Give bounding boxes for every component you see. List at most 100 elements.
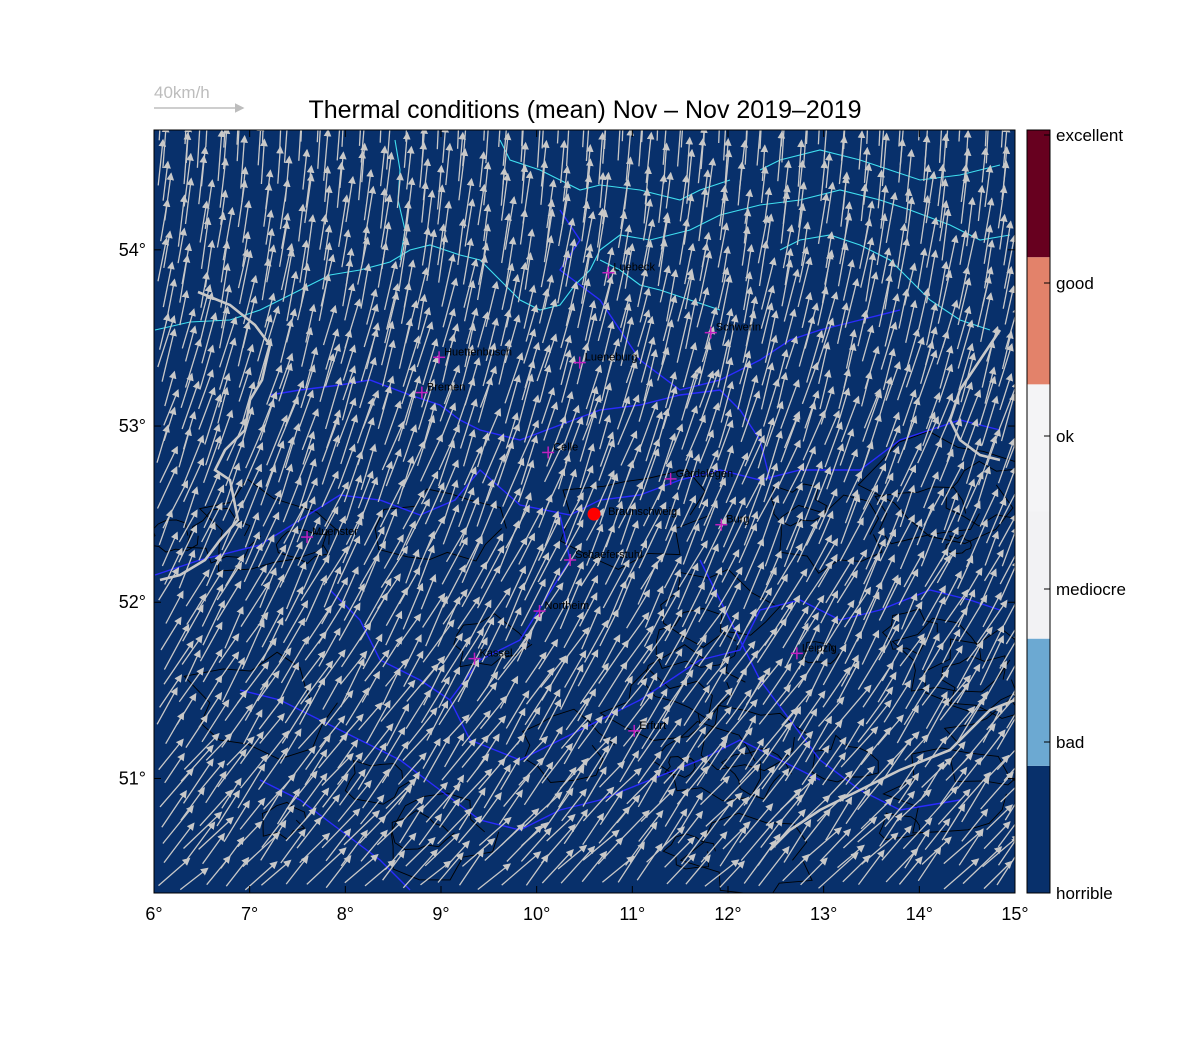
wind-arrow bbox=[961, 418, 979, 461]
wind-arrow bbox=[617, 130, 621, 161]
wind-arrow bbox=[782, 462, 805, 504]
wind-arrow bbox=[820, 160, 829, 202]
wind-arrow bbox=[876, 472, 894, 506]
wind-arrow bbox=[157, 138, 167, 186]
y-tick-label: 54° bbox=[119, 240, 146, 260]
contour-line bbox=[874, 486, 980, 545]
wind-arrow bbox=[803, 460, 823, 509]
wind-arrow bbox=[656, 130, 659, 141]
wind-arrow bbox=[957, 277, 972, 326]
wind-arrow bbox=[163, 406, 177, 441]
wind-arrow bbox=[699, 429, 715, 464]
wind-arrow bbox=[662, 130, 667, 165]
wind-arrow bbox=[665, 423, 684, 465]
wind-arrow bbox=[242, 479, 263, 528]
wind-arrow bbox=[356, 397, 375, 444]
wind-arrow bbox=[765, 430, 783, 481]
city-label: Erfurt bbox=[639, 720, 666, 732]
city-label: Luebeck bbox=[613, 262, 655, 274]
wind-arrow bbox=[585, 385, 599, 426]
wind-arrow bbox=[925, 302, 939, 346]
wind-arrow bbox=[999, 213, 1008, 250]
wind-arrow bbox=[681, 405, 699, 450]
wind-arrow bbox=[520, 130, 524, 162]
wind-arrow bbox=[681, 370, 698, 421]
wind-arrow bbox=[579, 409, 597, 462]
wind-arrow bbox=[817, 192, 830, 245]
wind-arrow bbox=[680, 495, 697, 528]
home-dot bbox=[587, 507, 601, 521]
wind-arrow bbox=[985, 497, 1007, 544]
wind-arrow bbox=[624, 243, 636, 289]
wind-arrow bbox=[543, 401, 559, 441]
wind-arrow bbox=[556, 130, 559, 144]
wind-arrow bbox=[679, 218, 690, 265]
wind-arrow bbox=[477, 376, 494, 423]
wind-arrow bbox=[197, 369, 214, 410]
wind-arrow bbox=[780, 413, 800, 463]
contour-line bbox=[391, 810, 455, 850]
wind-arrow bbox=[860, 237, 875, 288]
wind-arrow bbox=[459, 398, 478, 449]
wind-arrow bbox=[936, 330, 950, 365]
wind-arrow bbox=[824, 421, 843, 468]
wind-arrow bbox=[596, 524, 615, 567]
wind-arrow bbox=[945, 130, 949, 148]
wind-arrow bbox=[718, 408, 733, 448]
wind-arrow bbox=[783, 268, 800, 322]
wind-arrow bbox=[237, 179, 248, 228]
wind-arrow bbox=[518, 532, 535, 565]
wind-arrow bbox=[620, 430, 638, 466]
wind-arrow bbox=[384, 400, 402, 445]
wind-arrow bbox=[941, 208, 952, 261]
wind-arrow bbox=[505, 273, 521, 328]
wind-arrow bbox=[183, 457, 205, 503]
colorbar-label: good bbox=[1056, 274, 1094, 293]
wind-arrow bbox=[401, 440, 426, 490]
region-border bbox=[154, 419, 1001, 576]
wind-arrow bbox=[720, 380, 735, 423]
wind-arrow bbox=[221, 499, 244, 551]
wind-arrow bbox=[839, 428, 855, 466]
wind-arrow bbox=[797, 256, 813, 308]
wind-arrow bbox=[161, 328, 177, 382]
wind-arrow bbox=[905, 328, 920, 370]
wind-arrow bbox=[237, 321, 251, 367]
wind-arrow bbox=[538, 494, 553, 528]
wind-arrow bbox=[398, 237, 410, 289]
wind-arrow bbox=[276, 145, 284, 184]
wind-arrow bbox=[718, 356, 734, 408]
wind-arrow bbox=[399, 223, 411, 268]
wind-arrow bbox=[616, 395, 631, 430]
wind-arrow bbox=[698, 250, 713, 302]
wind-arrow bbox=[637, 268, 649, 308]
wind-arrow bbox=[661, 319, 675, 365]
wind-arrow bbox=[260, 464, 277, 506]
x-tick-label: 15° bbox=[1001, 904, 1028, 924]
wind-arrow bbox=[218, 316, 238, 368]
wind-arrow bbox=[798, 315, 816, 367]
wind-arrow bbox=[262, 489, 282, 527]
wind-arrow bbox=[583, 312, 598, 362]
wind-arrow bbox=[380, 320, 395, 366]
wind-arrow bbox=[417, 530, 436, 570]
wind-arrow bbox=[261, 511, 280, 548]
colorbar-segment bbox=[1027, 511, 1050, 639]
wind-arrow bbox=[782, 224, 795, 269]
wind-arrow bbox=[761, 302, 774, 344]
wind-arrow bbox=[436, 130, 439, 150]
wind-arrow bbox=[866, 130, 869, 144]
wind-arrow bbox=[521, 141, 529, 181]
wind-arrow bbox=[442, 479, 459, 524]
wind-arrow bbox=[1003, 220, 1014, 266]
wind-arrow bbox=[401, 363, 417, 405]
wind-arrow bbox=[922, 134, 931, 182]
wind-arrow bbox=[540, 235, 554, 288]
x-tick-label: 12° bbox=[714, 904, 741, 924]
wind-arrow bbox=[880, 489, 898, 522]
wind-arrow bbox=[324, 376, 343, 430]
wind-arrow bbox=[586, 523, 604, 566]
wind-arrow bbox=[884, 258, 896, 310]
wind-arrow bbox=[500, 172, 511, 221]
wind-arrow bbox=[943, 492, 959, 531]
